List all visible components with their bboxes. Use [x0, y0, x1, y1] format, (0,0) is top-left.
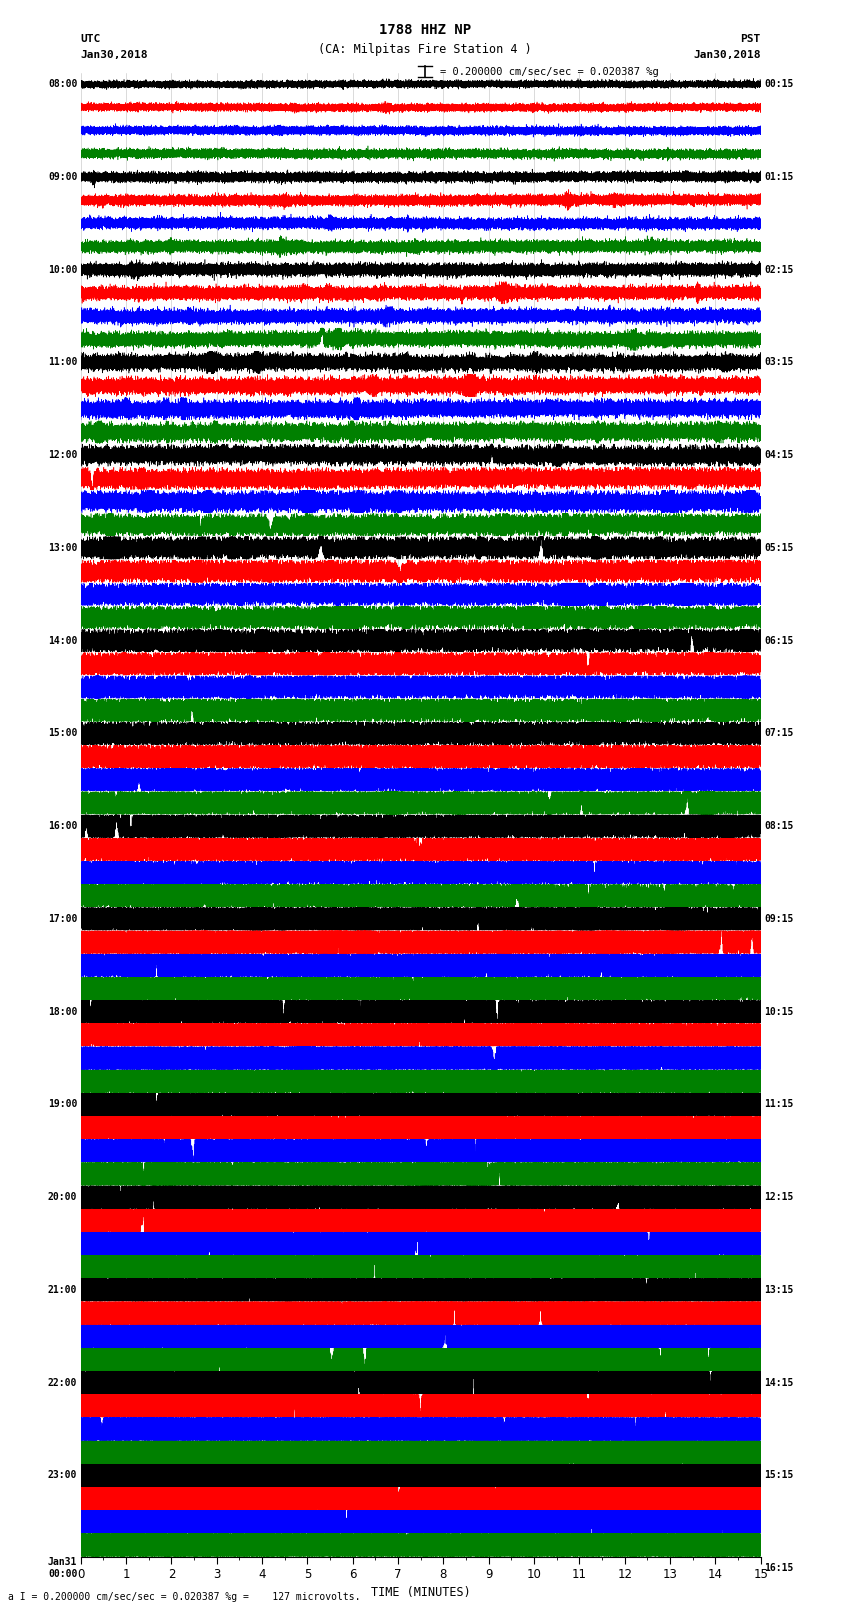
Text: 03:15: 03:15	[764, 358, 794, 368]
Text: 09:00: 09:00	[48, 173, 77, 182]
Text: 11:00: 11:00	[48, 358, 77, 368]
Text: 1788 HHZ NP: 1788 HHZ NP	[379, 23, 471, 37]
Text: 08:00: 08:00	[48, 79, 77, 89]
Text: 02:15: 02:15	[764, 265, 794, 274]
Text: Jan30,2018: Jan30,2018	[81, 50, 148, 60]
Text: 14:15: 14:15	[764, 1378, 794, 1387]
Text: 09:15: 09:15	[764, 915, 794, 924]
Text: 14:00: 14:00	[48, 636, 77, 645]
Text: 13:15: 13:15	[764, 1286, 794, 1295]
Text: 17:00: 17:00	[48, 915, 77, 924]
Text: 11:15: 11:15	[764, 1100, 794, 1110]
Text: 16:00: 16:00	[48, 821, 77, 831]
Text: 06:15: 06:15	[764, 636, 794, 645]
Text: 23:00: 23:00	[48, 1471, 77, 1481]
Text: 12:15: 12:15	[764, 1192, 794, 1202]
Text: 10:15: 10:15	[764, 1007, 794, 1016]
Text: 15:00: 15:00	[48, 729, 77, 739]
Text: PST: PST	[740, 34, 761, 44]
Text: 20:00: 20:00	[48, 1192, 77, 1202]
X-axis label: TIME (MINUTES): TIME (MINUTES)	[371, 1586, 471, 1598]
Text: 04:15: 04:15	[764, 450, 794, 460]
Text: 18:00: 18:00	[48, 1007, 77, 1016]
Text: Jan30,2018: Jan30,2018	[694, 50, 761, 60]
Text: 07:15: 07:15	[764, 729, 794, 739]
Text: 19:00: 19:00	[48, 1100, 77, 1110]
Text: 00:15: 00:15	[764, 79, 794, 89]
Text: 13:00: 13:00	[48, 544, 77, 553]
Text: 01:15: 01:15	[764, 173, 794, 182]
Text: Jan31
00:00: Jan31 00:00	[48, 1557, 77, 1579]
Text: = 0.200000 cm/sec/sec = 0.020387 %g: = 0.200000 cm/sec/sec = 0.020387 %g	[440, 66, 659, 77]
Text: 12:00: 12:00	[48, 450, 77, 460]
Text: a I = 0.200000 cm/sec/sec = 0.020387 %g =    127 microvolts.: a I = 0.200000 cm/sec/sec = 0.020387 %g …	[8, 1592, 361, 1602]
Text: 16:15: 16:15	[764, 1563, 794, 1573]
Text: 15:15: 15:15	[764, 1471, 794, 1481]
Text: (CA: Milpitas Fire Station 4 ): (CA: Milpitas Fire Station 4 )	[318, 44, 532, 56]
Text: 08:15: 08:15	[764, 821, 794, 831]
Text: UTC: UTC	[81, 34, 101, 44]
Text: 22:00: 22:00	[48, 1378, 77, 1387]
Text: 10:00: 10:00	[48, 265, 77, 274]
Text: 21:00: 21:00	[48, 1286, 77, 1295]
Text: 05:15: 05:15	[764, 544, 794, 553]
